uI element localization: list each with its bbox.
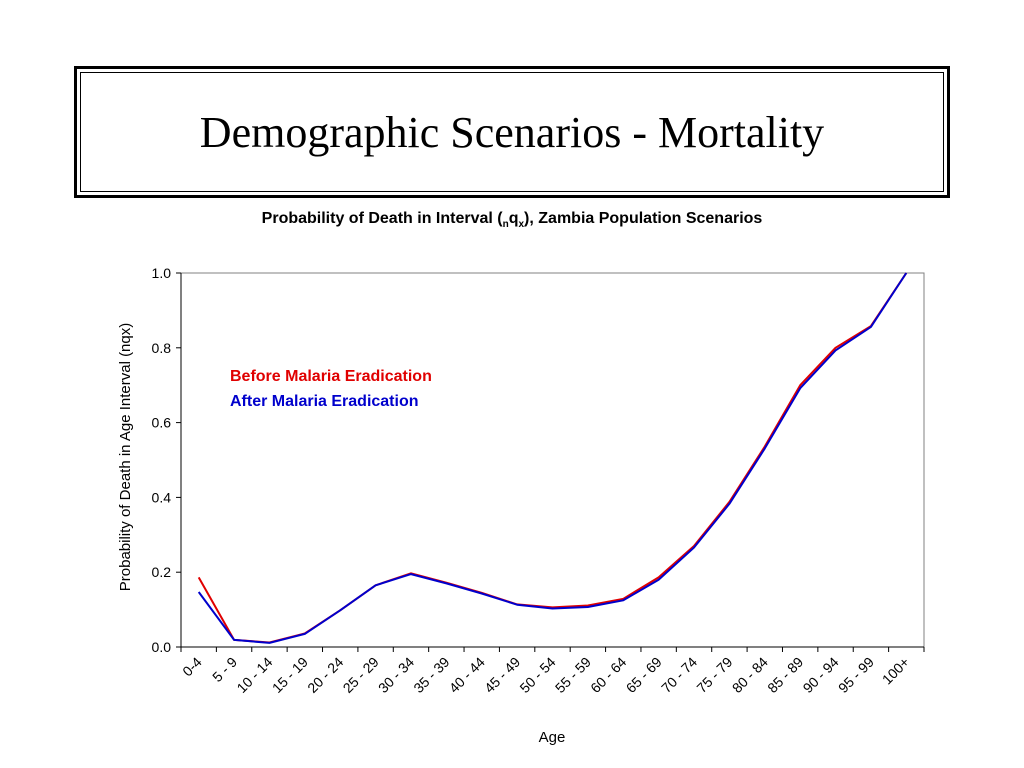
x-tick-label: 100+ bbox=[879, 654, 913, 688]
y-axis-ticks: 0.0 0.2 0.4 0.6 0.8 1.0 bbox=[152, 265, 181, 655]
chart-title-suffix: ), Zambia Population Scenarios bbox=[524, 210, 763, 227]
slide-title-inner-border: Demographic Scenarios - Mortality bbox=[80, 72, 944, 192]
x-tick-label: 60 - 64 bbox=[587, 654, 629, 696]
series-lines bbox=[197, 272, 908, 644]
y-tick-label: 0.2 bbox=[152, 564, 172, 580]
x-tick-label: 30 - 34 bbox=[375, 654, 417, 696]
x-tick-label: 95 - 99 bbox=[835, 654, 877, 696]
chart-title-subscript-x: x bbox=[518, 219, 525, 231]
legend-before-malaria: Before Malaria Eradication bbox=[230, 368, 432, 385]
slide-title-frame: Demographic Scenarios - Mortality bbox=[74, 66, 950, 198]
series-line-after-malaria bbox=[197, 272, 908, 644]
x-tick-label: 50 - 54 bbox=[516, 654, 558, 696]
y-tick-label: 0.4 bbox=[152, 489, 172, 505]
x-tick-label: 90 - 94 bbox=[800, 654, 842, 696]
y-axis-title: Probability of Death in Age Interval (nq… bbox=[117, 323, 134, 591]
y-tick-label: 0.8 bbox=[152, 340, 172, 356]
legend-after-malaria: After Malaria Eradication bbox=[230, 393, 419, 410]
chart-title-subscript-n: n bbox=[502, 219, 509, 231]
x-tick-label: 35 - 39 bbox=[410, 654, 452, 696]
x-tick-label: 5 - 9 bbox=[209, 654, 240, 685]
x-tick-label: 55 - 59 bbox=[552, 654, 594, 696]
x-tick-label: 10 - 14 bbox=[233, 654, 275, 696]
x-axis-title: Age bbox=[539, 729, 566, 746]
x-tick-label: 20 - 24 bbox=[304, 654, 346, 696]
x-tick-label: 70 - 74 bbox=[658, 654, 700, 696]
x-tick-label: 25 - 29 bbox=[340, 654, 382, 696]
slide-title: Demographic Scenarios - Mortality bbox=[199, 107, 825, 157]
plot-frame bbox=[180, 272, 925, 648]
y-tick-label: 0.0 bbox=[152, 639, 172, 655]
x-tick-label: 85 - 89 bbox=[764, 654, 806, 696]
y-tick-label: 0.6 bbox=[152, 415, 172, 431]
series-line-before-malaria bbox=[197, 272, 908, 644]
x-tick-label: 65 - 69 bbox=[623, 654, 665, 696]
chart-title-prefix: Probability of Death in Interval ( bbox=[261, 210, 503, 227]
x-tick-label: 80 - 84 bbox=[729, 654, 771, 696]
chart-title: Probability of Death in Interval (nqx), … bbox=[0, 210, 1024, 230]
x-tick-label: 75 - 79 bbox=[693, 654, 735, 696]
plot-area-border bbox=[180, 272, 925, 648]
chart-title-q: q bbox=[508, 210, 519, 227]
x-tick-label: 15 - 19 bbox=[269, 654, 311, 696]
x-tick-label: 45 - 49 bbox=[481, 654, 523, 696]
x-tick-label: 0-4 bbox=[179, 654, 205, 680]
x-tick-label: 40 - 44 bbox=[446, 654, 488, 696]
y-tick-label: 1.0 bbox=[152, 265, 172, 281]
